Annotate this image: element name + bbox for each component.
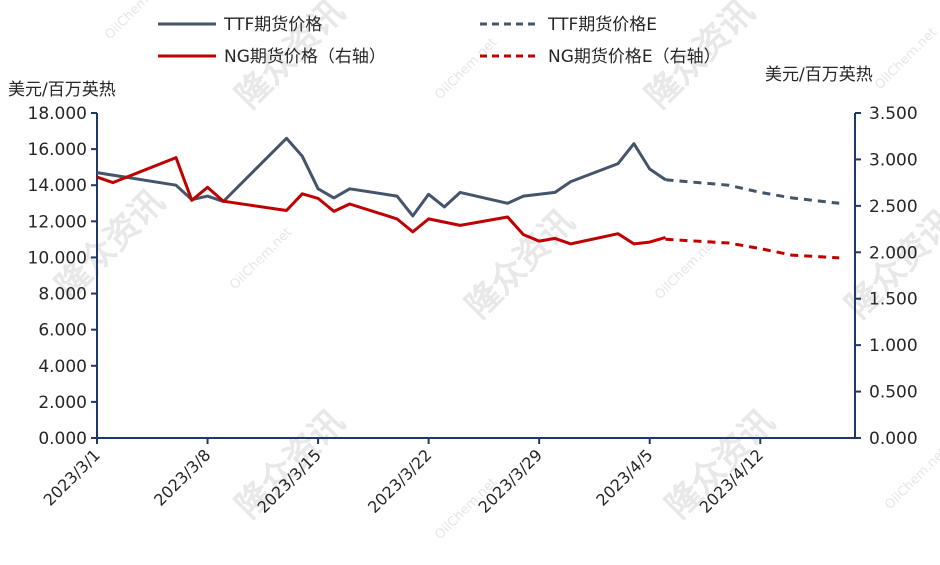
y-left-tick-label: 4.000	[38, 357, 87, 377]
x-ticks: 2023/3/1 2023/3/8 2023/3/15 2023/3/22 2023/3…	[40, 438, 767, 517]
x-tick-label: 2023/3/1	[40, 445, 104, 509]
x-tick-label: 2023/3/22	[364, 445, 435, 516]
y-left-unit-label: 美元/百万英热	[8, 80, 116, 100]
y-left-tick-label: 16.000	[28, 140, 87, 160]
y-left-ticks: 0.000 2.000 4.000 6.000 8.000 10.000 12.000 14.…	[28, 104, 97, 449]
legend-label-ttf-e: TTF期货价格E	[547, 15, 657, 35]
legend-label-ng-e: NG期货价格E（右轴）	[548, 47, 721, 67]
y-left-tick-label: 12.000	[28, 212, 87, 232]
y-left-tick-label: 14.000	[28, 176, 87, 196]
watermark-brand: 隆众资讯	[658, 402, 782, 526]
y-left-tick-label: 18.000	[28, 104, 87, 124]
watermark-brand: 隆众资讯	[458, 202, 582, 326]
y-right-tick-label: 1.500	[869, 290, 918, 310]
watermark-site: OilChem.net	[872, 25, 940, 93]
legend: TTF期货价格 TTF期货价格E NG期货价格（右轴） NG期货价格E（右轴）	[158, 15, 721, 67]
y-right-tick-label: 0.000	[869, 429, 918, 449]
y-right-tick-label: 0.500	[869, 383, 918, 403]
y-left-tick-label: 6.000	[38, 321, 87, 341]
y-right-tick-label: 2.500	[869, 197, 918, 217]
y-left-tick-label: 0.000	[38, 429, 87, 449]
y-left-tick-label: 8.000	[38, 285, 87, 305]
watermark-site: OilChem.net	[102, 0, 170, 43]
x-tick-label: 2023/3/8	[150, 445, 214, 509]
y-left-tick-label: 10.000	[28, 248, 87, 268]
series-line-2	[96, 156, 666, 246]
legend-label-ttf: TTF期货价格	[223, 15, 322, 35]
y-left-tick-label: 2.000	[38, 393, 87, 413]
watermark-site: OilChem.net	[227, 225, 295, 293]
watermark-brand: 隆众资讯	[228, 402, 352, 526]
y-right-tick-label: 3.500	[869, 104, 918, 124]
y-right-tick-label: 1.000	[869, 336, 918, 356]
series-line-3	[665, 237, 840, 260]
y-right-tick-label: 3.000	[869, 150, 918, 170]
x-tick-label: 2023/4/5	[592, 445, 656, 509]
legend-label-ng: NG期货价格（右轴）	[224, 47, 386, 67]
watermark-site: OilChem.net	[652, 235, 720, 303]
series-layer	[96, 136, 840, 260]
watermark-site: OilChem.net	[432, 35, 500, 103]
y-right-ticks: 0.000 0.500 1.000 1.500 2.000 2.500 3.000 3.500	[855, 104, 918, 449]
y-right-unit-label: 美元/百万英热	[765, 65, 873, 85]
y-right-tick-label: 2.000	[869, 243, 918, 263]
watermark-site: OilChem.net	[882, 445, 940, 513]
series-line-1	[665, 178, 840, 205]
